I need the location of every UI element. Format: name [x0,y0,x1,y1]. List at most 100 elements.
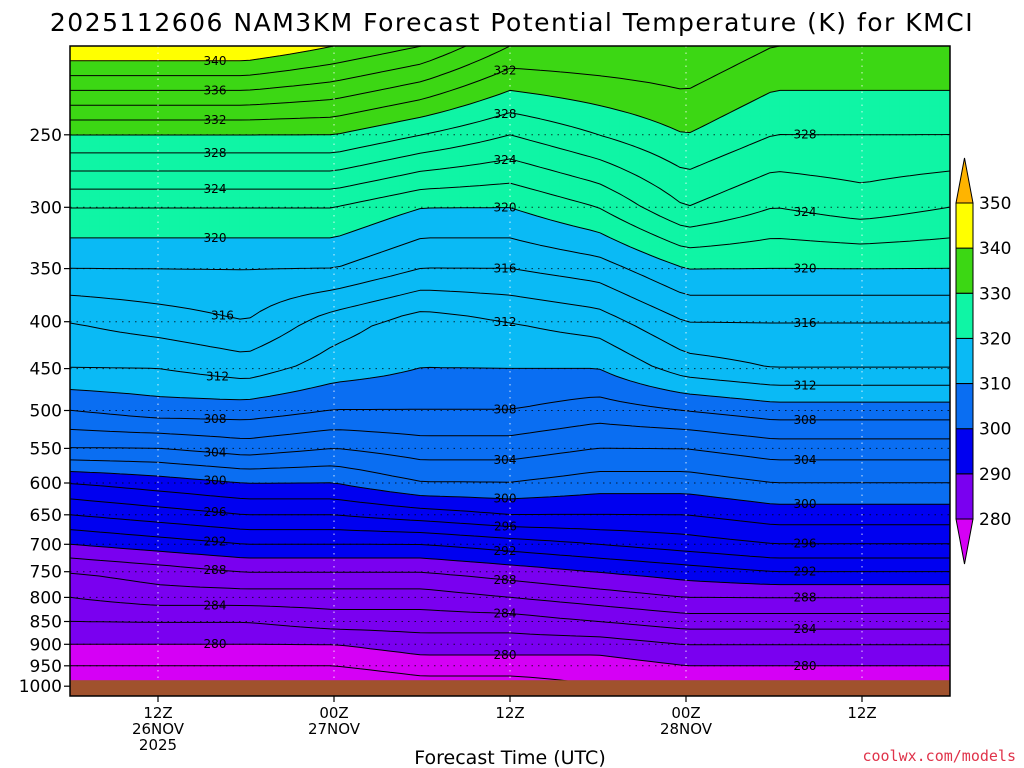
colorbar-band-7 [955,202,974,249]
contour-label-320-1: 320 [494,201,517,215]
colorbar-label-330: 330 [979,284,1011,304]
colorbar-label-350: 350 [979,194,1011,214]
contour-label-308-2: 308 [794,413,817,427]
y-tick-label-400: 400 [30,313,62,333]
contour-label-316-1: 316 [494,261,517,275]
contour-310 [70,366,950,403]
contour-294 [70,514,950,559]
contour-labels: 280 280 280 284 284 284 288 288 288 292 292 292 296 2… [204,54,817,673]
contour-label-284-1: 284 [494,606,517,620]
contour-label-300-0: 300 [204,474,227,488]
y-tick-label-700: 700 [30,535,62,555]
contour-312 [70,311,950,386]
contour-label-316-2: 316 [794,316,817,330]
contour-label-296-2: 296 [794,537,817,551]
contour-302 [70,459,950,484]
contour-330 [70,89,950,136]
contour-314 [70,289,950,368]
y-tick-label-450: 450 [30,360,62,380]
contour-label-312-2: 312 [794,378,817,392]
contour-336 [70,46,467,91]
contour-282 [70,620,950,646]
contour-label-328-1: 328 [494,107,517,121]
colorbar-band-5 [955,292,974,339]
x-tick-label-h42-1: 28NOV [660,720,713,738]
contour-288 [70,557,950,599]
contour-label-328-2: 328 [794,128,817,142]
y-tick-label-800: 800 [30,588,62,608]
contour-326 [70,134,950,207]
contour-label-328-0: 328 [204,146,227,160]
x-tick-label-h18-0: 00Z [319,704,348,722]
contour-label-324-0: 324 [204,182,227,196]
contour-label-292-0: 292 [204,535,227,549]
y-tick-label-550: 550 [30,439,62,459]
colorbar-band-2 [955,428,974,475]
y-tick-label-300: 300 [30,198,62,218]
contour-label-320-0: 320 [204,231,227,245]
contour-324 [70,158,950,228]
contour-label-288-2: 288 [794,591,817,605]
colorbar-band-4 [955,337,974,384]
contour-label-288-0: 288 [204,563,227,577]
colorbar-extend-low [955,518,974,565]
contour-label-292-2: 292 [794,565,817,579]
contour-label-284-2: 284 [794,622,817,636]
contour-label-304-0: 304 [204,446,227,460]
contour-label-300-2: 300 [794,497,817,511]
contour-label-308-1: 308 [494,402,517,416]
contour-label-280-1: 280 [494,648,517,662]
contour-label-324-1: 324 [494,153,517,167]
contour-332 [70,46,950,121]
y-tick-label-1000: 1000 [19,677,62,697]
contour-label-280-2: 280 [794,659,817,673]
contour-label-304-2: 304 [794,453,817,467]
colorbar-label-300: 300 [979,420,1011,440]
contour-284 [70,596,950,630]
credit-text: coolwx.com/models [862,747,1016,765]
contour-label-292-1: 292 [494,544,517,558]
colorbar-label-280: 280 [979,510,1011,530]
x-tick-label-h54-0: 12Z [847,704,876,722]
contour-label-300-1: 300 [494,492,517,506]
y-tick-label-250: 250 [30,126,62,146]
y-tick-label-500: 500 [30,402,62,422]
grid-lines [70,46,950,696]
contour-304 [70,447,950,461]
contour-286 [70,572,950,614]
colorbar-label-290: 290 [979,465,1011,485]
colorbar-label-340: 340 [979,239,1011,259]
y-tick-label-750: 750 [30,563,62,583]
colorbar: 280 290 300 310 320 330 340 350 [955,157,1011,565]
contour-label-288-1: 288 [494,573,517,587]
contour-334 [70,46,680,106]
x-tick-label-h42-0: 00Z [671,704,700,722]
colorbar-band-1 [955,473,974,520]
ground-below-surface [70,680,950,696]
contour-316 [70,267,950,324]
contour-290 [70,543,950,586]
contour-label-336-0: 336 [204,83,227,97]
y-axis: 2503003504004505005506006507007508008509… [19,126,70,697]
colorbar-extend-high [955,157,974,204]
plot-area [70,46,950,696]
x-axis-title: Forecast Time (UTC) [414,747,605,768]
contour-label-340-0: 340 [204,54,227,68]
contour-label-320-2: 320 [794,262,817,276]
colorbar-band-3 [955,383,974,430]
colorbar-band-6 [955,247,974,294]
colorbar-label-310: 310 [979,375,1011,395]
contour-label-308-0: 308 [204,412,227,426]
contour-label-284-0: 284 [204,598,227,612]
contour-318 [70,237,950,296]
contour-label-280-0: 280 [204,637,227,651]
contour-label-316-0: 316 [211,308,234,322]
x-tick-label-h6-2: 2025 [139,736,177,754]
contour-label-332-0: 332 [204,113,227,127]
contour-label-296-1: 296 [494,519,517,533]
y-tick-label-900: 900 [30,635,62,655]
contour-label-312-0: 312 [206,369,229,383]
x-tick-label-h6-1: 26NOV [132,720,185,738]
